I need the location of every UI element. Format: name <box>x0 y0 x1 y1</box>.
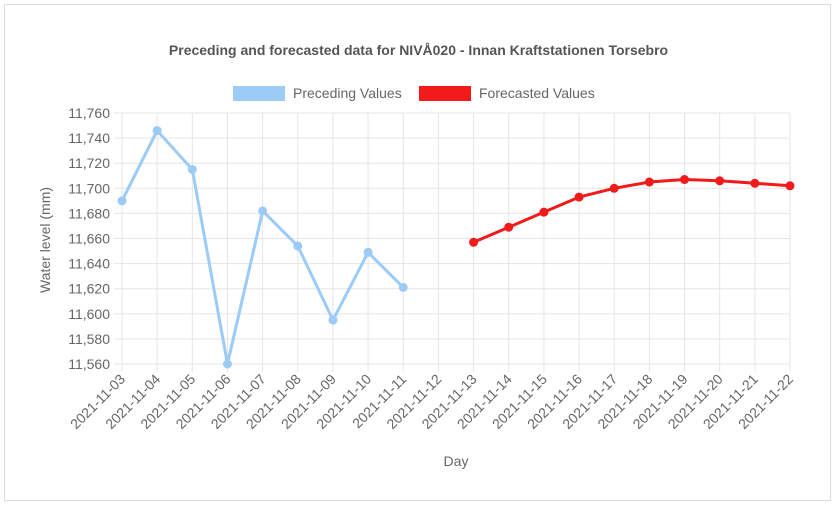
data-point-forecasted <box>609 183 619 193</box>
y-tick-label: 11,660 <box>68 231 110 247</box>
data-point-forecasted <box>785 181 795 191</box>
data-point-preceding <box>328 315 338 325</box>
data-point-forecasted <box>539 207 549 217</box>
chart-frame <box>4 4 831 501</box>
grid <box>114 112 791 372</box>
y-tick-label: 11,640 <box>68 256 110 272</box>
y-tick-label: 11,620 <box>68 281 110 297</box>
legend-label-preceding: Preceding Values <box>293 85 402 101</box>
series-layer <box>117 126 795 369</box>
chart-title: Preceding and forecasted data for NIVÅ02… <box>168 42 669 58</box>
data-point-forecasted <box>750 178 760 188</box>
legend-swatch-forecasted <box>419 85 471 101</box>
legend: Preceding Values Forecasted Values <box>0 83 837 103</box>
y-tick-label: 11,680 <box>68 205 110 221</box>
y-tick-label: 11,760 <box>68 105 110 121</box>
data-point-forecasted <box>504 222 514 232</box>
data-point-forecasted <box>715 176 725 186</box>
y-axis-title: Water level (mm) <box>37 187 53 293</box>
data-point-preceding <box>187 164 197 174</box>
legend-swatch-preceding <box>233 85 285 101</box>
y-tick-label: 11,580 <box>68 331 110 347</box>
legend-label-forecasted: Forecasted Values <box>479 85 595 101</box>
data-point-forecasted <box>644 177 654 187</box>
data-point-forecasted <box>469 237 479 247</box>
data-point-preceding <box>117 196 127 206</box>
data-point-preceding <box>222 359 232 369</box>
data-point-preceding <box>398 282 408 292</box>
y-tick-label: 11,740 <box>68 130 110 146</box>
y-tick-label: 11,600 <box>68 306 110 322</box>
y-tick-label: 11,720 <box>68 155 110 171</box>
data-point-forecasted <box>574 192 584 202</box>
series-line-forecasted <box>472 178 792 244</box>
x-axis-ticks: 2021-11-032021-11-042021-11-052021-11-06… <box>67 371 796 432</box>
data-point-preceding <box>258 206 268 216</box>
legend-item-preceding[interactable]: Preceding Values <box>233 83 402 103</box>
data-point-preceding <box>152 126 162 136</box>
y-tick-label: 11,560 <box>68 356 110 372</box>
data-point-preceding <box>363 247 373 257</box>
y-tick-label: 11,700 <box>68 180 110 196</box>
y-axis-ticks: 11,560 11,580 11,600 11,620 11,640 11,660 11,6… <box>68 105 110 372</box>
legend-item-forecasted[interactable]: Forecasted Values <box>419 83 595 103</box>
data-point-preceding <box>293 241 303 251</box>
data-point-forecasted <box>680 175 690 185</box>
x-axis-title: Day <box>444 453 469 469</box>
